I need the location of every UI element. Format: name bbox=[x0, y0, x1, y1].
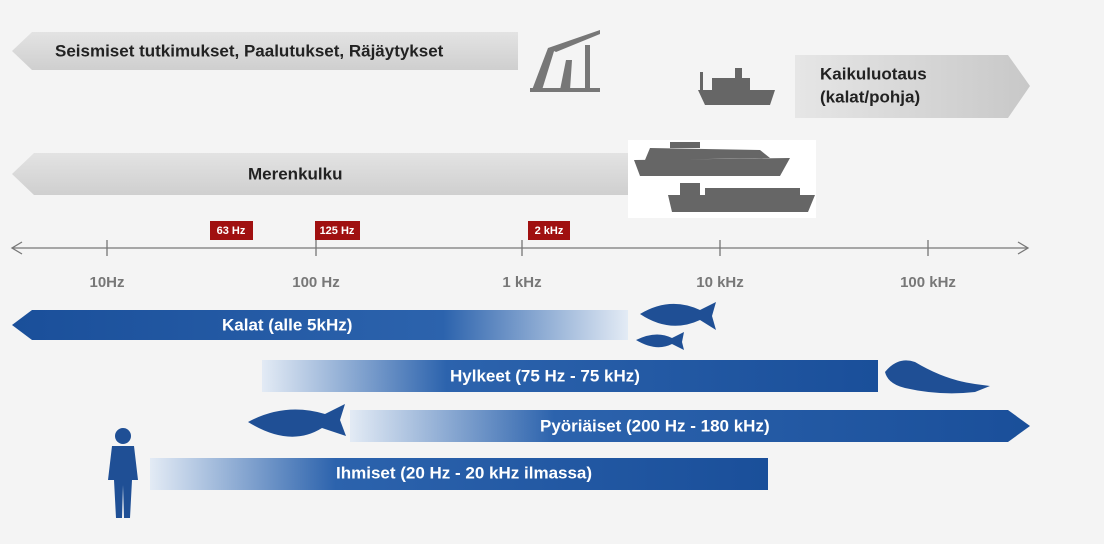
axis-tick-label: 10Hz bbox=[89, 274, 124, 291]
echo-label: (kalat/pohja) bbox=[820, 87, 920, 106]
page: Seismiset tutkimukset, Paalutukset, Räjä… bbox=[0, 0, 1104, 544]
marker-label: 2 kHz bbox=[535, 225, 564, 237]
seal-label: Hylkeet (75 Hz - 75 kHz) bbox=[450, 366, 640, 385]
marker-label: 125 Hz bbox=[320, 225, 355, 237]
marker-label: 63 Hz bbox=[217, 225, 246, 237]
diagram: Seismiset tutkimukset, Paalutukset, Räjä… bbox=[0, 0, 1104, 544]
echo-label: Kaikuluotaus bbox=[820, 64, 927, 83]
shipping-label: Merenkulku bbox=[248, 164, 342, 183]
porpoise-label: Pyöriäiset (200 Hz - 180 kHz) bbox=[540, 416, 770, 435]
axis-tick-label: 10 kHz bbox=[696, 274, 744, 291]
axis-tick-label: 100 Hz bbox=[292, 274, 340, 291]
seismic-label: Seismiset tutkimukset, Paalutukset, Räjä… bbox=[55, 41, 444, 60]
axis-tick-label: 1 kHz bbox=[502, 274, 541, 291]
axis-tick-label: 100 kHz bbox=[900, 274, 956, 291]
fish-label: Kalat (alle 5kHz) bbox=[222, 315, 352, 334]
human-label: Ihmiset (20 Hz - 20 kHz ilmassa) bbox=[336, 463, 592, 482]
